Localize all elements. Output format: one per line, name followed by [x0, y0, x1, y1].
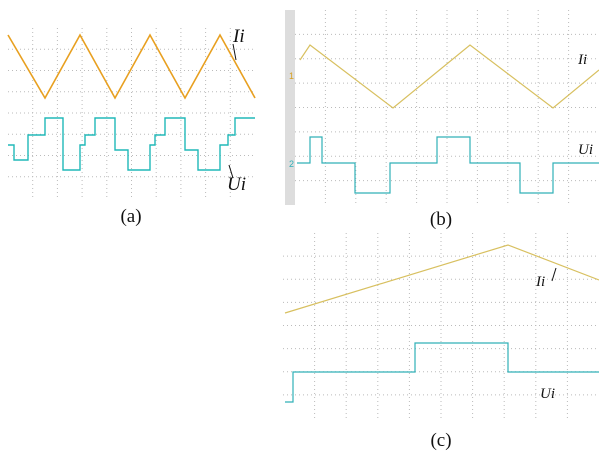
voltage-wave — [297, 137, 599, 193]
grids — [8, 10, 599, 418]
current-wave — [300, 45, 599, 108]
trace-label: Ui — [227, 174, 246, 195]
caption: (a) — [120, 206, 141, 227]
figure: Ii Ui (a) 1 2 Ii Ui (b) Ii Ui (c) — [0, 0, 599, 455]
trace-label: Ui — [540, 386, 555, 402]
channel-marker: 2 — [289, 159, 294, 169]
trace-label: Ii — [535, 274, 545, 290]
trace-label: Ui — [578, 142, 593, 158]
trace-label: Ii — [577, 52, 587, 68]
trace-label: Ii — [232, 26, 245, 47]
caption: (c) — [430, 430, 451, 451]
caption: (b) — [430, 209, 452, 230]
scope-border — [285, 10, 295, 205]
channel-marker: 1 — [289, 71, 294, 81]
